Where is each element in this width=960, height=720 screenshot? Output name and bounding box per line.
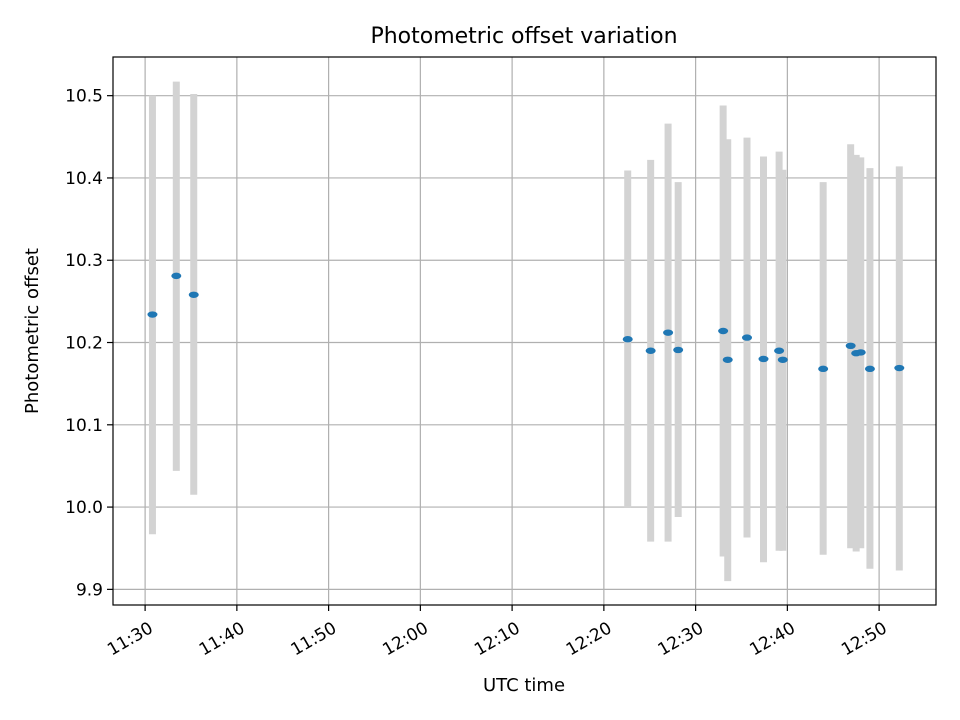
data-point — [758, 355, 769, 363]
x-axis-label: UTC time — [483, 675, 565, 696]
data-point — [622, 336, 633, 343]
data-point — [777, 356, 788, 363]
chart-title: Photometric offset variation — [370, 24, 677, 49]
y-tick-label: 10.5 — [65, 87, 103, 107]
data-point — [818, 365, 829, 373]
data-point — [188, 291, 199, 298]
data-point — [855, 349, 866, 356]
data-point — [673, 346, 684, 354]
y-tick-label: 9.9 — [76, 580, 103, 600]
y-axis-label: Photometric offset — [22, 248, 43, 414]
data-point — [171, 272, 182, 280]
data-point — [722, 356, 733, 363]
data-point — [894, 364, 905, 372]
data-points — [147, 272, 905, 373]
data-point — [741, 334, 752, 341]
data-point — [663, 329, 674, 336]
y-tick-label: 10.2 — [65, 334, 103, 354]
plot-frame — [112, 56, 937, 606]
y-tick-label: 10.1 — [65, 416, 103, 436]
y-tick-label: 10.0 — [65, 498, 103, 518]
y-tick-label: 10.3 — [65, 251, 103, 271]
y-tick-label: 10.4 — [65, 169, 103, 189]
grid — [113, 57, 936, 605]
data-point — [845, 342, 856, 350]
data-point — [147, 311, 158, 318]
data-point — [645, 347, 656, 354]
data-point — [864, 365, 875, 373]
y-axis: 9.9 10.0 10.1 10.2 10.3 10.4 10.5 — [65, 87, 113, 600]
data-point — [774, 347, 785, 354]
data-point — [718, 327, 729, 335]
